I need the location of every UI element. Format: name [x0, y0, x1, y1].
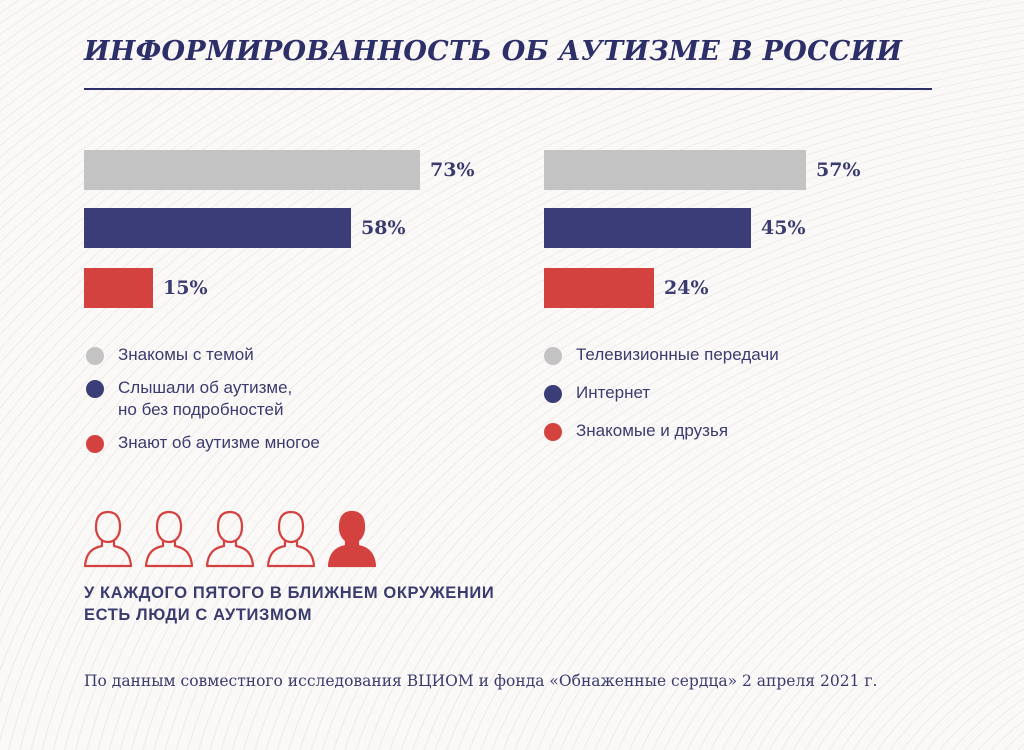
person-icon-filled [327, 510, 377, 568]
legend-sources: Телевизионные передачи Интернет Знакомые… [544, 344, 779, 442]
legend-item-internet: Интернет [544, 382, 779, 404]
bar-value-label: 15% [163, 277, 208, 299]
legend-awareness: Знакомы с темой Слышали об аутизме, но б… [86, 344, 320, 454]
bar-2 [84, 208, 351, 248]
legend-item-heard: Слышали об аутизме, но без подробностей [86, 377, 320, 421]
person-icon-outline [205, 510, 255, 568]
title-divider [84, 88, 932, 90]
headline-line2: ЕСТЬ ЛЮДИ С АУТИЗМОМ [84, 606, 313, 624]
legend-label: Интернет [576, 383, 651, 402]
legend-label: Знакомы с темой [118, 345, 254, 364]
bar-1 [544, 150, 806, 190]
legend-dot-gray [544, 347, 562, 365]
headline-line1: У КАЖДОГО ПЯТОГО В БЛИЖНЕМ ОКРУЖЕНИИ [84, 584, 495, 602]
person-icon-outline [266, 510, 316, 568]
headline: У КАЖДОГО ПЯТОГО В БЛИЖНЕМ ОКРУЖЕНИИ ЕСТ… [84, 582, 604, 626]
source-note: По данным совместного исследования ВЦИОМ… [84, 672, 878, 690]
bar-value-label: 45% [761, 217, 806, 239]
legend-label: Телевизионные передачи [576, 345, 779, 364]
bar-1 [84, 150, 420, 190]
person-icon-outline [144, 510, 194, 568]
legend-item-familiar: Знакомы с темой [86, 344, 320, 366]
legend-dot-gray [86, 347, 104, 365]
bar-value-label: 24% [664, 277, 709, 299]
person-icon-outline [83, 510, 133, 568]
legend-dot-red [544, 423, 562, 441]
legend-item-friends: Знакомые и друзья [544, 420, 779, 442]
bar-3 [84, 268, 153, 308]
chart-sources: 57% 45% 24% [544, 148, 984, 318]
page-title: ИНФОРМИРОВАННОСТЬ ОБ АУТИЗМЕ В РОССИИ [84, 36, 903, 67]
people-icons [82, 508, 382, 570]
legend-label-line1: Слышали об аутизме, [118, 378, 293, 397]
bar-value-label: 58% [361, 217, 406, 239]
bar-value-label: 57% [816, 159, 861, 181]
legend-item-know-much: Знают об аутизме многое [86, 432, 320, 454]
bar-3 [544, 268, 654, 308]
bar-value-label: 73% [430, 159, 475, 181]
legend-dot-red [86, 435, 104, 453]
legend-dot-navy [544, 385, 562, 403]
legend-label-line2: но без подробностей [118, 400, 284, 419]
legend-label: Знакомые и друзья [576, 421, 729, 440]
bar-2 [544, 208, 751, 248]
legend-item-tv: Телевизионные передачи [544, 344, 779, 366]
chart-awareness: 73% 58% 15% [84, 148, 524, 318]
legend-label: Знают об аутизме многое [118, 433, 320, 452]
legend-dot-navy [86, 380, 104, 398]
